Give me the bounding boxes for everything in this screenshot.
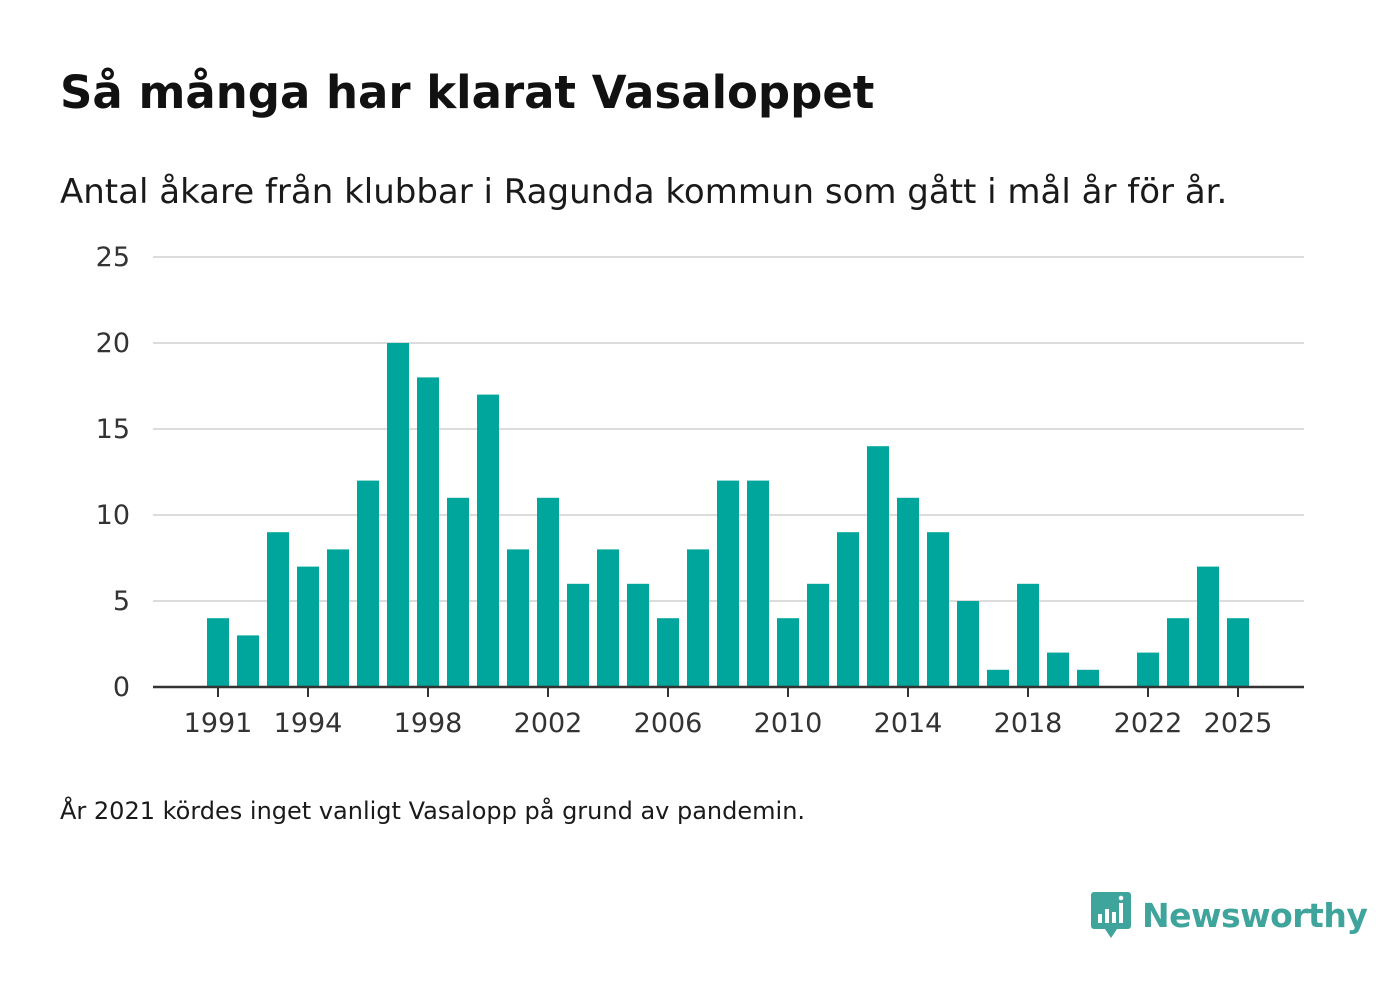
bar-2002[interactable] [537, 497, 559, 687]
x-tick-label: 2010 [754, 708, 823, 739]
bar-2020[interactable] [1077, 669, 1099, 687]
bar-2014[interactable] [897, 497, 919, 687]
bar-1994[interactable] [297, 566, 319, 687]
bar-1996[interactable] [357, 480, 379, 687]
bar-2006[interactable] [657, 618, 679, 687]
bar-1993[interactable] [267, 532, 289, 687]
y-tick-label: 15 [96, 414, 130, 445]
bars [207, 343, 1249, 687]
bar-2024[interactable] [1197, 566, 1219, 687]
bar-2011[interactable] [807, 583, 829, 687]
bar-2016[interactable] [957, 601, 979, 687]
x-axis [153, 685, 1304, 697]
bar-2009[interactable] [747, 480, 769, 687]
footnote: År 2021 kördes inget vanligt Vasalopp på… [60, 797, 806, 825]
x-tick-label: 2006 [634, 708, 703, 739]
bar-2015[interactable] [927, 532, 949, 687]
x-tick-label: 1991 [184, 708, 253, 739]
y-tick-label: 10 [96, 500, 130, 531]
bar-1998[interactable] [417, 377, 439, 687]
x-tick-label: 1994 [274, 708, 343, 739]
newsworthy-logo-icon [1091, 892, 1131, 938]
bar-2010[interactable] [777, 618, 799, 687]
bar-2025[interactable] [1227, 618, 1249, 687]
bar-2017[interactable] [987, 669, 1009, 687]
bar-1995[interactable] [327, 549, 349, 687]
bar-1991[interactable] [207, 618, 229, 687]
bar-2012[interactable] [837, 532, 859, 687]
y-tick-label: 0 [113, 672, 130, 703]
bar-2019[interactable] [1047, 652, 1069, 687]
newsworthy-logo[interactable]: Newsworthy [1090, 890, 1368, 940]
bar-2004[interactable] [597, 549, 619, 687]
bar-1997[interactable] [387, 343, 409, 687]
x-tick-label: 2022 [1114, 708, 1183, 739]
logo-text: Newsworthy [1142, 895, 1368, 935]
bar-2008[interactable] [717, 480, 739, 687]
bar-2022[interactable] [1137, 652, 1159, 687]
x-tick-label: 2014 [874, 708, 943, 739]
y-tick-label: 20 [96, 328, 130, 359]
y-tick-label: 5 [113, 586, 130, 617]
bar-2001[interactable] [507, 549, 529, 687]
bar-1992[interactable] [237, 635, 259, 687]
bar-2005[interactable] [627, 583, 649, 687]
y-tick-labels: 0 5 10 15 20 25 [96, 242, 130, 703]
x-tick-label: 1998 [394, 708, 463, 739]
x-tick-label: 2018 [994, 708, 1063, 739]
bar-2007[interactable] [687, 549, 709, 687]
bar-2013[interactable] [867, 446, 889, 687]
bar-2000[interactable] [477, 394, 499, 687]
chart-title: Så många har klarat Vasaloppet [60, 66, 875, 119]
chart-subtitle: Antal åkare från klubbar i Ragunda kommu… [60, 172, 1228, 212]
bar-2003[interactable] [567, 583, 589, 687]
bar-1999[interactable] [447, 497, 469, 687]
x-tick-label: 2002 [514, 708, 583, 739]
bar-2018[interactable] [1017, 583, 1039, 687]
x-tick-label: 2025 [1204, 708, 1273, 739]
y-tick-label: 25 [96, 242, 130, 273]
x-tick-labels: 1991 1994 1998 2002 2006 2010 2014 2018 2022 2025 [184, 708, 1273, 739]
bar-2023[interactable] [1167, 618, 1189, 687]
